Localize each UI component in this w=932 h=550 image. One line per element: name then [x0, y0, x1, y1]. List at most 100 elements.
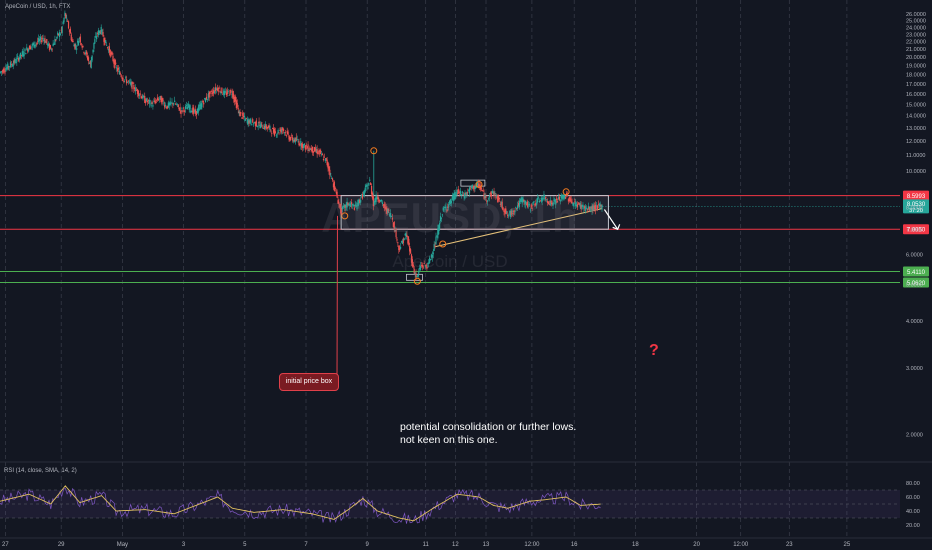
price-box-rect	[340, 195, 609, 230]
candle-body	[83, 51, 85, 54]
candle-body	[556, 198, 558, 201]
candle-body	[254, 121, 257, 127]
candle-body	[497, 195, 499, 202]
box-callout[interactable]: initial price box	[279, 373, 339, 391]
candle-body	[71, 39, 73, 42]
candle-body	[117, 67, 120, 70]
candle-body	[137, 90, 140, 97]
candle-body	[356, 205, 358, 210]
candle-body	[274, 131, 276, 133]
candle-body	[495, 196, 497, 198]
candle-body	[144, 95, 146, 103]
candle-body	[485, 196, 487, 199]
candle-body	[309, 147, 311, 151]
candle-body	[401, 240, 404, 245]
candle-body	[442, 207, 444, 211]
candle-body	[240, 112, 242, 114]
candle-body	[388, 209, 390, 212]
candle-body	[85, 51, 87, 54]
time-tick: 16	[571, 542, 578, 548]
candle-body	[439, 216, 442, 222]
candle-body	[91, 55, 93, 61]
candle-body	[560, 194, 562, 199]
candle-body	[451, 195, 453, 200]
candle-body	[438, 225, 440, 235]
candle-body	[341, 206, 344, 210]
candle-body	[199, 104, 201, 106]
candle-body	[294, 137, 296, 143]
candle-body	[344, 205, 346, 208]
candle-body	[0, 71, 2, 73]
candle-body	[115, 62, 117, 65]
candle-body	[567, 198, 570, 202]
candle-body	[32, 43, 34, 45]
candle-body	[261, 122, 263, 124]
candle-body	[446, 209, 448, 211]
candle-body	[19, 52, 22, 59]
candle-body	[335, 191, 337, 193]
candle-body	[283, 132, 286, 134]
rsi-tick: 20.00	[906, 523, 920, 529]
candle-body	[490, 191, 492, 197]
candle-body	[142, 95, 144, 99]
candle-body	[163, 102, 165, 104]
candle-body	[372, 196, 374, 207]
candle-body	[591, 205, 593, 212]
candle-body	[139, 93, 141, 95]
price-tick: 10.0000	[906, 169, 926, 175]
candle-body	[279, 129, 281, 131]
candle-body	[336, 191, 338, 198]
candle-body	[51, 48, 53, 50]
price-tick: 5.0000	[906, 282, 923, 288]
candle-body	[405, 233, 407, 240]
candle-body	[597, 203, 599, 205]
ticker-label: ApeCoin / USD, 1h, FTX	[5, 4, 71, 10]
candle-body	[87, 57, 90, 61]
candle-body	[171, 101, 173, 103]
candle-body	[288, 136, 290, 140]
candle-body	[145, 100, 147, 104]
candle-body	[354, 204, 356, 207]
candle-body	[202, 101, 204, 103]
candle-body	[402, 238, 404, 243]
initial-price-box	[336, 179, 621, 379]
candle-body	[111, 52, 113, 55]
candle-body	[97, 30, 100, 36]
candle-body	[184, 106, 187, 109]
candle-body	[258, 121, 260, 124]
candle-body	[67, 21, 70, 29]
candle-body	[101, 29, 103, 32]
candle-body	[532, 202, 534, 206]
candle-body	[347, 202, 349, 205]
candle-body	[332, 183, 335, 188]
candle-body	[465, 193, 467, 195]
candle-body	[232, 90, 234, 98]
candle-body	[360, 194, 363, 197]
candle-body	[243, 115, 245, 118]
candle-body	[360, 199, 362, 203]
candle-body	[146, 101, 149, 103]
price-tick: 21.0000	[906, 47, 926, 53]
candle-body	[517, 203, 520, 206]
candle-body	[165, 107, 168, 109]
candle-body	[426, 266, 428, 270]
candle-body	[47, 43, 49, 46]
candle-body	[99, 32, 101, 34]
candle-body	[342, 205, 345, 208]
candle-body	[585, 207, 587, 212]
candle-body	[571, 201, 573, 203]
candle-body	[422, 266, 424, 268]
candle-body	[95, 35, 97, 38]
candle-body	[595, 205, 598, 207]
candle-body	[371, 192, 374, 199]
candle-body	[428, 262, 430, 264]
candle-body	[420, 265, 423, 266]
price-tick: 20.0000	[906, 55, 926, 61]
candle-body	[509, 210, 511, 217]
candle-body	[568, 197, 570, 202]
candle-body	[500, 202, 502, 205]
candle-body	[482, 190, 484, 192]
candle-body	[367, 186, 369, 190]
candle-body	[486, 201, 488, 202]
